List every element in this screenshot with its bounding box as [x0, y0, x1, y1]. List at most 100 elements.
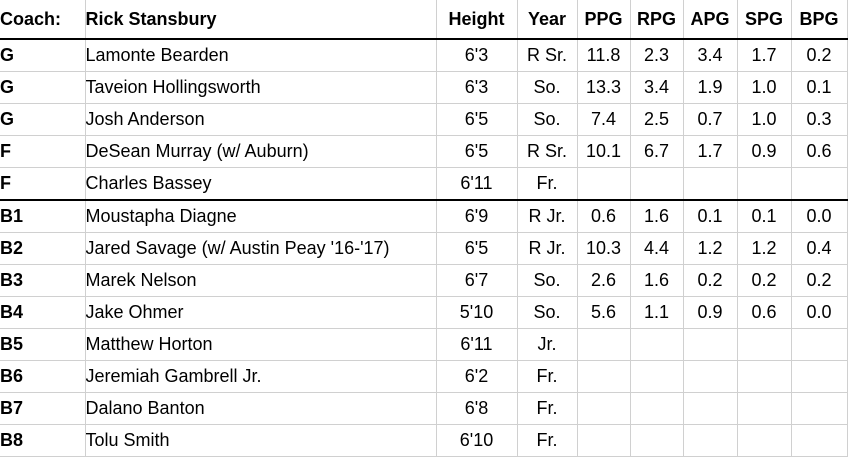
- height-cell: 6'2: [436, 360, 518, 393]
- apg-cell: 0.1: [683, 200, 738, 233]
- height-header: Height: [436, 0, 518, 40]
- year-cell: R Jr.: [517, 200, 578, 233]
- height-cell: 6'11: [436, 167, 518, 201]
- spg-cell: [737, 360, 792, 393]
- year-cell: Fr.: [517, 360, 578, 393]
- ppg-cell: [577, 424, 631, 457]
- position-cell: B2: [0, 232, 86, 265]
- table-row: B3 Marek Nelson 6'7 So. 2.6 1.6 0.2 0.2 0.2: [0, 264, 848, 297]
- header-row: Coach: Rick Stansbury Height Year PPG RP…: [0, 0, 848, 40]
- position-cell: B4: [0, 296, 86, 329]
- bpg-cell: 0.2: [791, 264, 848, 297]
- position-cell: B3: [0, 264, 86, 297]
- position-cell: G: [0, 39, 86, 72]
- player-name-cell: DeSean Murray (w/ Auburn): [85, 135, 437, 168]
- ppg-cell: 7.4: [577, 103, 631, 136]
- table-row: F DeSean Murray (w/ Auburn) 6'5 R Sr. 10.1 6.…: [0, 135, 848, 168]
- apg-cell: [683, 424, 738, 457]
- apg-cell: 0.7: [683, 103, 738, 136]
- rpg-cell: 1.6: [630, 200, 684, 233]
- table-row: G Josh Anderson 6'5 So. 7.4 2.5 0.7 1.0 0.3: [0, 103, 848, 136]
- apg-cell: 1.9: [683, 71, 738, 104]
- year-header: Year: [517, 0, 578, 40]
- table-row: B7 Dalano Banton 6'8 Fr.: [0, 392, 848, 425]
- table-row: B1 Moustapha Diagne 6'9 R Jr. 0.6 1.6 0.1 0.1 0.…: [0, 200, 848, 233]
- apg-cell: 1.7: [683, 135, 738, 168]
- height-cell: 5'10: [436, 296, 518, 329]
- year-cell: Fr.: [517, 392, 578, 425]
- rpg-cell: [630, 328, 684, 361]
- rpg-cell: 4.4: [630, 232, 684, 265]
- player-name-cell: Marek Nelson: [85, 264, 437, 297]
- rpg-cell: [630, 392, 684, 425]
- spg-cell: 1.7: [737, 39, 792, 72]
- table-row: B4 Jake Ohmer 5'10 So. 5.6 1.1 0.9 0.6 0.0: [0, 296, 848, 329]
- player-name-cell: Jake Ohmer: [85, 296, 437, 329]
- player-name-cell: Lamonte Bearden: [85, 39, 437, 72]
- bpg-cell: 0.1: [791, 71, 848, 104]
- apg-cell: [683, 360, 738, 393]
- year-cell: Jr.: [517, 328, 578, 361]
- ppg-cell: [577, 360, 631, 393]
- apg-cell: [683, 392, 738, 425]
- rpg-cell: 1.1: [630, 296, 684, 329]
- height-cell: 6'8: [436, 392, 518, 425]
- ppg-cell: [577, 167, 631, 201]
- apg-cell: 3.4: [683, 39, 738, 72]
- rpg-cell: 3.4: [630, 71, 684, 104]
- spg-cell: 0.6: [737, 296, 792, 329]
- rpg-cell: [630, 167, 684, 201]
- spg-cell: 0.2: [737, 264, 792, 297]
- year-cell: R Jr.: [517, 232, 578, 265]
- spg-cell: 1.2: [737, 232, 792, 265]
- rpg-header: RPG: [630, 0, 684, 40]
- rpg-cell: 2.5: [630, 103, 684, 136]
- bpg-header: BPG: [791, 0, 848, 40]
- spg-cell: 0.9: [737, 135, 792, 168]
- table-row: B6 Jeremiah Gambrell Jr. 6'2 Fr.: [0, 360, 848, 393]
- ppg-cell: [577, 392, 631, 425]
- bpg-cell: 0.0: [791, 200, 848, 233]
- year-cell: Fr.: [517, 167, 578, 201]
- spg-cell: [737, 328, 792, 361]
- year-cell: Fr.: [517, 424, 578, 457]
- player-name-cell: Charles Bassey: [85, 167, 437, 201]
- ppg-cell: 13.3: [577, 71, 631, 104]
- height-cell: 6'11: [436, 328, 518, 361]
- rpg-cell: [630, 360, 684, 393]
- bpg-cell: [791, 328, 848, 361]
- spg-cell: 1.0: [737, 103, 792, 136]
- spg-cell: [737, 424, 792, 457]
- player-name-cell: Jeremiah Gambrell Jr.: [85, 360, 437, 393]
- apg-cell: [683, 167, 738, 201]
- player-name-cell: Moustapha Diagne: [85, 200, 437, 233]
- rpg-cell: 6.7: [630, 135, 684, 168]
- year-cell: So.: [517, 264, 578, 297]
- year-cell: So.: [517, 103, 578, 136]
- year-cell: So.: [517, 296, 578, 329]
- spg-cell: 0.1: [737, 200, 792, 233]
- ppg-cell: [577, 328, 631, 361]
- table-row: G Lamonte Bearden 6'3 R Sr. 11.8 2.3 3.4 1.7 0.2: [0, 39, 848, 72]
- bpg-cell: [791, 167, 848, 201]
- bpg-cell: [791, 424, 848, 457]
- apg-header: APG: [683, 0, 738, 40]
- coach-label: Coach:: [0, 0, 86, 40]
- ppg-cell: 10.1: [577, 135, 631, 168]
- ppg-cell: 10.3: [577, 232, 631, 265]
- ppg-header: PPG: [577, 0, 631, 40]
- table-row: B8 Tolu Smith 6'10 Fr.: [0, 424, 848, 457]
- table-row: B5 Matthew Horton 6'11 Jr.: [0, 328, 848, 361]
- spg-cell: [737, 167, 792, 201]
- height-cell: 6'10: [436, 424, 518, 457]
- height-cell: 6'7: [436, 264, 518, 297]
- apg-cell: 0.9: [683, 296, 738, 329]
- rpg-cell: 2.3: [630, 39, 684, 72]
- bpg-cell: 0.3: [791, 103, 848, 136]
- year-cell: R Sr.: [517, 135, 578, 168]
- player-name-cell: Taveion Hollingsworth: [85, 71, 437, 104]
- bpg-cell: 0.0: [791, 296, 848, 329]
- coach-name: Rick Stansbury: [85, 0, 437, 40]
- height-cell: 6'3: [436, 39, 518, 72]
